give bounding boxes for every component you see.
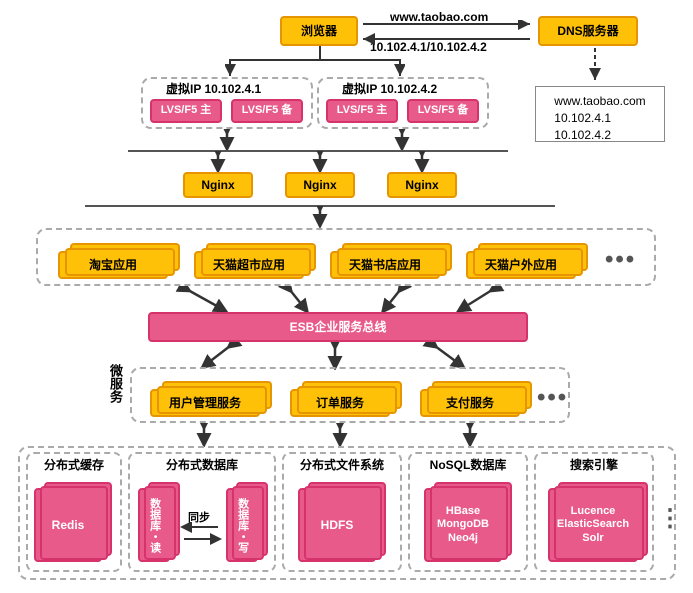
vip-right-backup: LVS/F5 备 <box>407 99 479 123</box>
nginx-0: Nginx <box>183 172 253 198</box>
sync-arrows <box>178 522 224 546</box>
storage-title-1: 分布式数据库 <box>128 456 276 473</box>
arrow-browser-dns <box>358 20 538 48</box>
nginx-1: Nginx <box>285 172 355 198</box>
svc-dots: ••• <box>537 384 568 412</box>
arrow-v2 <box>390 129 414 151</box>
storage-title-4: 搜索引擎 <box>534 456 654 473</box>
vip-right-title: 虚拟IP 10.102.4.2 <box>342 80 437 97</box>
architecture-diagram: 浏览器 DNS服务器 www.taobao.com 10.102.4.1/10.… <box>10 10 683 583</box>
browser-box: 浏览器 <box>280 16 358 46</box>
app-2: 天猫书店应用 <box>330 251 440 279</box>
apps-dots: ••• <box>605 246 636 274</box>
db-read: 数据库・读 <box>138 488 170 562</box>
arrow-n3 <box>410 151 434 173</box>
arrow-dns-dash <box>580 46 610 86</box>
svc-2: 支付服务 <box>420 389 520 417</box>
storage-body-4: LucenceElasticSearchSolr <box>548 488 638 562</box>
dns-box: DNS服务器 <box>538 16 638 46</box>
arrow-apps <box>308 206 332 228</box>
app-0: 淘宝应用 <box>58 251 168 279</box>
micro-label: 微服务 <box>106 364 125 403</box>
esb-box: ESB企业服务总线 <box>148 312 528 342</box>
arrow-n2 <box>308 151 332 173</box>
app-3: 天猫户外应用 <box>466 251 576 279</box>
svc-1: 订单服务 <box>290 389 390 417</box>
arrows-svc-store <box>190 423 490 447</box>
arrows-esb-svc <box>180 342 490 370</box>
dns-record-card: www.taobao.com 10.102.4.1 10.102.4.2 <box>535 86 665 142</box>
storage-title-0: 分布式缓存 <box>26 456 122 473</box>
arrow-n1 <box>206 151 230 173</box>
vip-left-title: 虚拟IP 10.102.4.1 <box>166 80 261 97</box>
svc-0: 用户管理服务 <box>150 389 260 417</box>
db-write: 数据库・写 <box>226 488 258 562</box>
storage-dots: ⋮ <box>658 504 684 533</box>
vip-left-backup: LVS/F5 备 <box>231 99 303 123</box>
nginx-2: Nginx <box>387 172 457 198</box>
app-1: 天猫超市应用 <box>194 251 304 279</box>
vip-left-primary: LVS/F5 主 <box>150 99 222 123</box>
storage-body-0: Redis <box>34 488 102 562</box>
storage-body-2: HDFS <box>298 488 376 562</box>
storage-body-3: HBaseMongoDBNeo4j <box>424 488 502 562</box>
vip-right-primary: LVS/F5 主 <box>326 99 398 123</box>
arrow-v1 <box>215 129 239 151</box>
storage-title-2: 分布式文件系统 <box>282 456 402 473</box>
storage-title-3: NoSQL数据库 <box>408 456 528 473</box>
